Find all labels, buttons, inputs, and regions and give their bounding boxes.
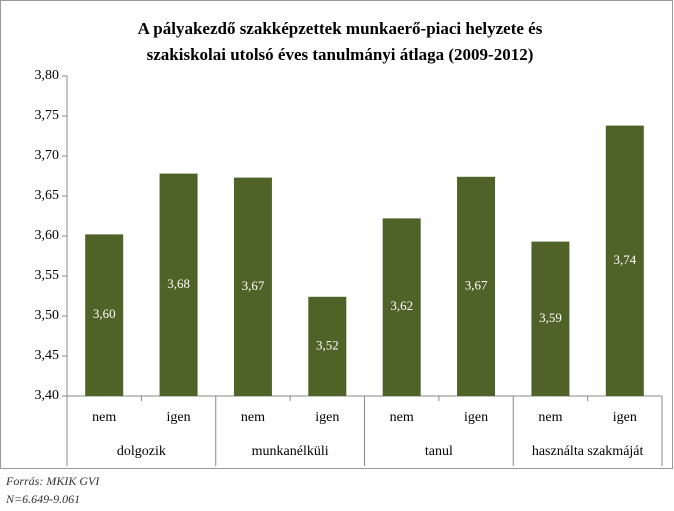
group-label: munkanélküli bbox=[252, 444, 329, 459]
bar bbox=[233, 177, 272, 396]
x-tick-label: igen bbox=[613, 410, 637, 425]
bar bbox=[605, 125, 644, 396]
y-tick-label: 3,70 bbox=[35, 148, 60, 163]
value-label: 3,62 bbox=[390, 298, 413, 313]
sample-note: N=6.649-9.061 bbox=[5, 492, 80, 506]
x-tick-label: igen bbox=[464, 410, 488, 425]
x-tick-label: igen bbox=[315, 410, 339, 425]
value-label: 3,67 bbox=[465, 277, 488, 292]
bar bbox=[531, 241, 570, 396]
source-note: Forrás: MKIK GVI bbox=[5, 474, 100, 488]
y-tick-label: 3,65 bbox=[35, 188, 60, 203]
group-label: használta szakmáját bbox=[532, 444, 644, 459]
bar bbox=[159, 173, 198, 396]
chart-title: A pályakezdő szakképzettek munkaerő-piac… bbox=[138, 19, 543, 38]
chart-title: szakiskolai utolsó éves tanulmányi átlag… bbox=[147, 45, 534, 64]
group-label: tanul bbox=[425, 444, 453, 459]
x-tick-label: igen bbox=[167, 410, 191, 425]
y-tick-label: 3,55 bbox=[35, 268, 60, 283]
value-label: 3,68 bbox=[167, 276, 190, 291]
bar bbox=[85, 234, 124, 396]
value-label: 3,67 bbox=[242, 278, 265, 293]
bar bbox=[382, 218, 421, 396]
x-tick-label: nem bbox=[538, 410, 562, 425]
value-label: 3,74 bbox=[613, 252, 636, 267]
x-tick-label: nem bbox=[241, 410, 265, 425]
y-tick-label: 3,75 bbox=[35, 108, 60, 123]
x-tick-label: nem bbox=[92, 410, 116, 425]
y-tick-label: 3,40 bbox=[35, 388, 60, 403]
value-label: 3,60 bbox=[93, 306, 116, 321]
chart-frame bbox=[0, 0, 673, 469]
x-tick-label: nem bbox=[390, 410, 414, 425]
bar bbox=[308, 296, 347, 396]
value-label: 3,52 bbox=[316, 337, 339, 352]
y-tick-label: 3,80 bbox=[35, 68, 60, 83]
group-label: dolgozik bbox=[117, 444, 166, 459]
bar bbox=[457, 176, 496, 396]
y-tick-label: 3,50 bbox=[35, 308, 60, 323]
y-tick-label: 3,60 bbox=[35, 228, 60, 243]
y-tick-label: 3,45 bbox=[35, 348, 60, 363]
value-label: 3,59 bbox=[539, 310, 562, 325]
